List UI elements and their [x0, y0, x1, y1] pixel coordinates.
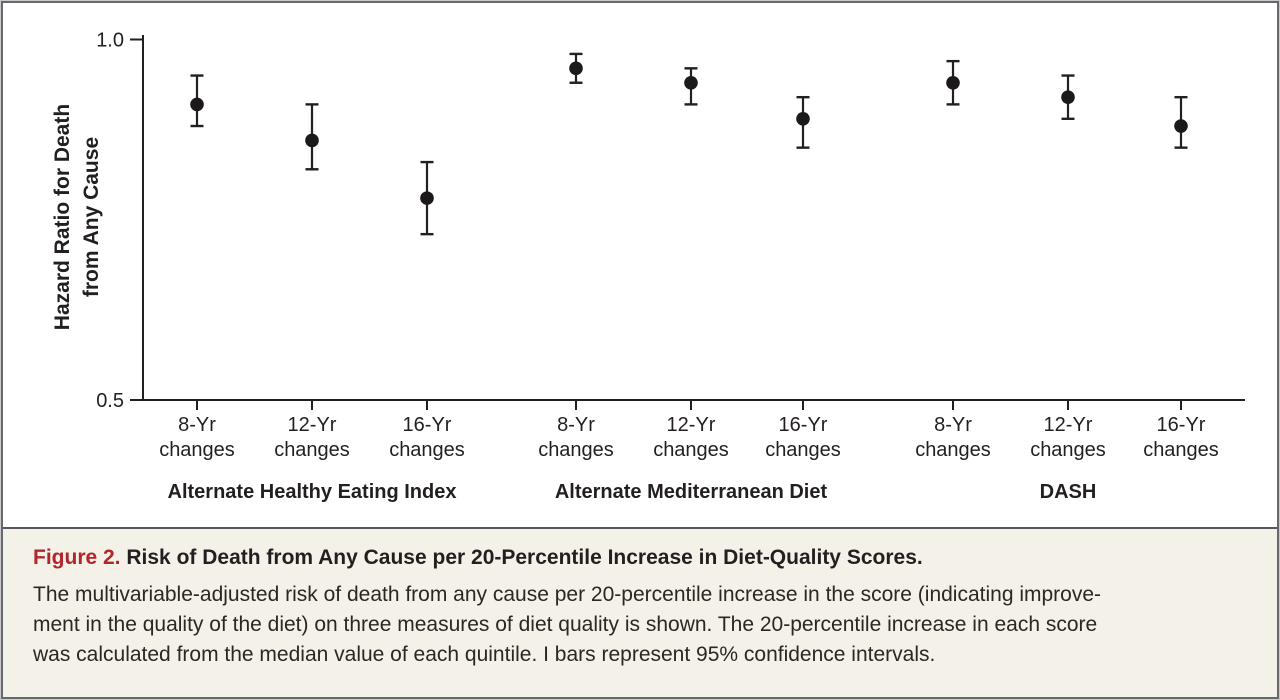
- caption-body-line: was calculated from the median value of …: [33, 643, 936, 666]
- y-axis-label-line1: Hazard Ratio for Death: [51, 103, 74, 331]
- caption-body-line: The multivariable-adjusted risk of death…: [33, 583, 1102, 606]
- y-tick-label: 0.5: [96, 390, 124, 412]
- data-point-marker: [190, 97, 204, 112]
- data-point-marker: [420, 191, 434, 205]
- x-tick-label-line1: 12-Yr: [667, 414, 716, 436]
- data-point-marker: [946, 75, 960, 90]
- x-tick-label-line2: changes: [159, 439, 235, 461]
- figure-number-label: Figure 2.: [33, 546, 121, 569]
- x-tick-label-line1: 8-Yr: [934, 414, 972, 436]
- chart-area: 1.0 0.5 8-Yr changes 12-Yr changes 16-Yr change…: [3, 3, 1277, 527]
- y-axis-label: Hazard Ratio for Death from Any Cause: [48, 104, 106, 330]
- group-label: DASH: [1040, 481, 1097, 503]
- caption-body-line: ment in the quality of the diet) on thre…: [33, 613, 1098, 636]
- group-label: Alternate Healthy Eating Index: [168, 481, 457, 503]
- y-tick-label: 1.0: [96, 30, 124, 52]
- figure-caption-title: Figure 2. Risk of Death from Any Cause p…: [33, 544, 1247, 572]
- x-tick-label-line1: 12-Yr: [288, 414, 337, 436]
- x-tick-label-line2: changes: [915, 439, 991, 461]
- data-point-marker: [1061, 90, 1075, 104]
- x-tick-label-line2: changes: [1030, 439, 1106, 461]
- group-label: Alternate Mediterranean Diet: [555, 481, 828, 503]
- x-tick-label-line2: changes: [765, 439, 841, 461]
- figure-caption-body: The multivariable-adjusted risk of death…: [33, 580, 1247, 670]
- figure-title-text: Risk of Death from Any Cause per 20-Perc…: [126, 546, 923, 569]
- data-point-marker: [1174, 119, 1188, 133]
- x-tick-label-line2: changes: [274, 439, 350, 461]
- data-point-marker: [305, 133, 319, 148]
- data-point-marker: [796, 112, 810, 126]
- x-tick-label-line2: changes: [389, 439, 465, 461]
- x-tick-label-line2: changes: [538, 439, 614, 461]
- hazard-ratio-chart: 1.0 0.5 8-Yr changes 12-Yr changes 16-Yr change…: [96, 30, 1245, 503]
- x-tick-label-line1: 8-Yr: [178, 414, 216, 436]
- y-axis-label-line2: from Any Cause: [80, 136, 103, 298]
- data-point-marker: [569, 61, 583, 76]
- x-tick-label-line2: changes: [1143, 439, 1219, 461]
- x-tick-label-line1: 16-Yr: [403, 414, 452, 436]
- x-tick-label-line1: 12-Yr: [1044, 414, 1093, 436]
- x-tick-label-line1: 8-Yr: [557, 414, 595, 436]
- x-tick-label-line2: changes: [653, 439, 729, 461]
- x-tick-label-line1: 16-Yr: [1157, 414, 1206, 436]
- data-point-marker: [684, 75, 698, 90]
- x-tick-label-line1: 16-Yr: [779, 414, 828, 436]
- figure-caption: Figure 2. Risk of Death from Any Cause p…: [3, 527, 1277, 697]
